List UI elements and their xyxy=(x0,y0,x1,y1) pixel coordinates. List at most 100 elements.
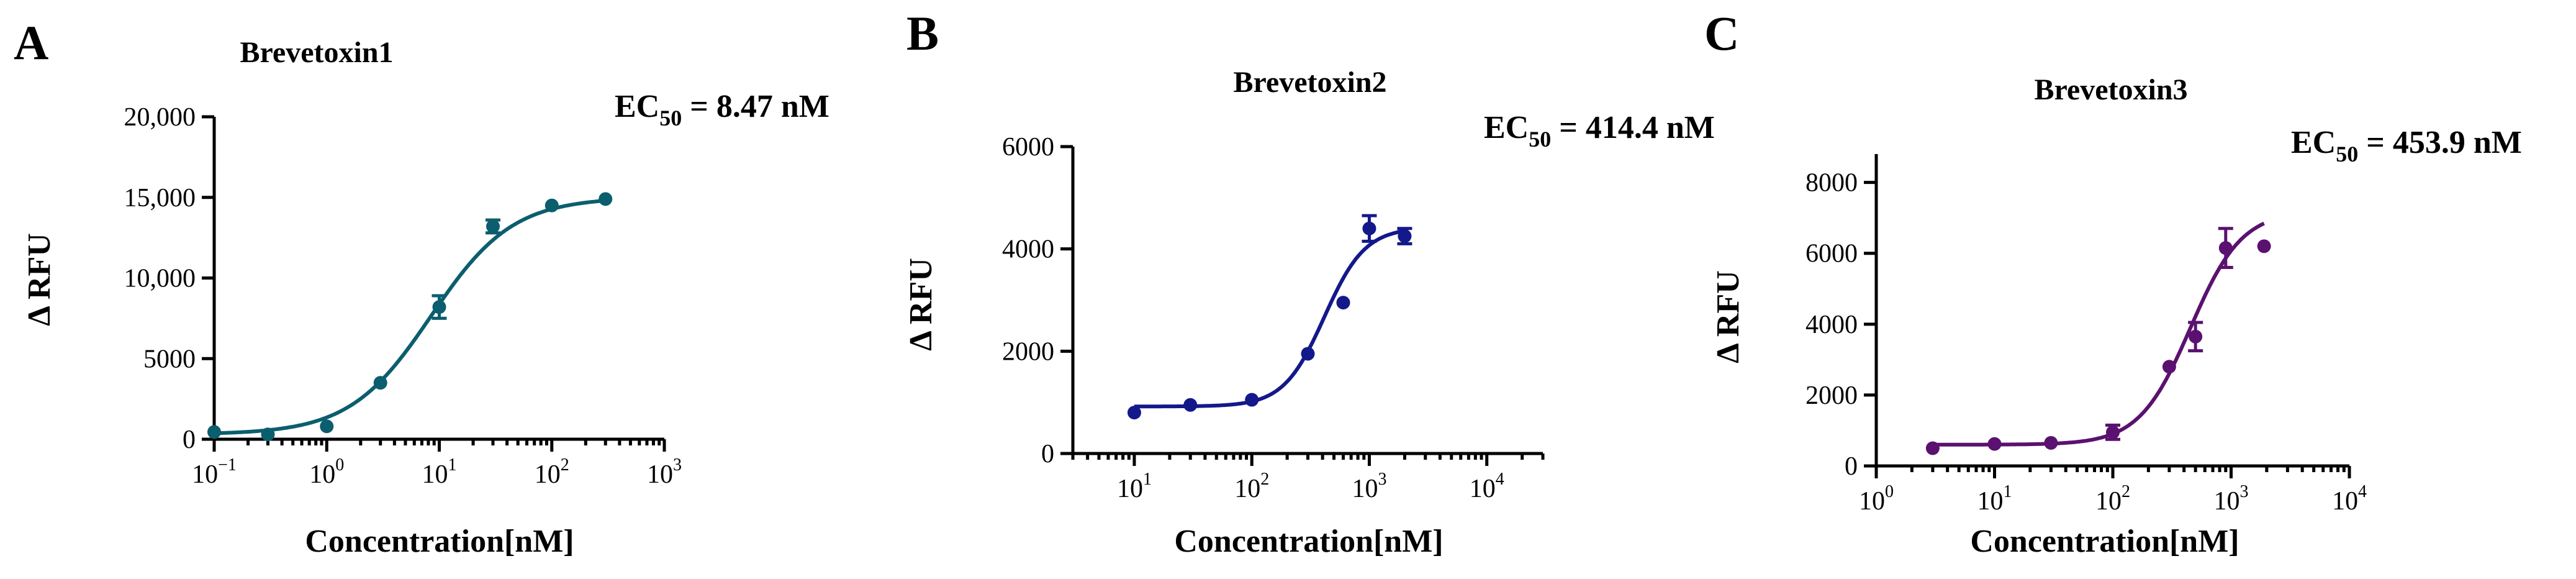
y-axis-label: Δ RFU xyxy=(22,233,57,326)
x-tick-exponent: 3 xyxy=(2240,482,2249,501)
y-tick-label: 6000 xyxy=(1805,240,1858,268)
x-tick-exponent: 4 xyxy=(1496,470,1504,489)
x-tick-base: 10 xyxy=(192,460,218,489)
data-point xyxy=(1127,406,1141,420)
x-tick-label: 101 xyxy=(422,455,457,489)
x-tick-base: 10 xyxy=(647,460,673,489)
data-point xyxy=(545,198,559,212)
x-tick-base: 10 xyxy=(309,460,335,489)
x-tick-label: 101 xyxy=(1117,470,1152,503)
data-point xyxy=(1398,229,1412,244)
y-tick-label: 0 xyxy=(1041,440,1054,468)
ec50-value: = 8.47 nM xyxy=(682,89,829,124)
x-tick-exponent: 2 xyxy=(1260,470,1269,489)
x-tick-exponent: 1 xyxy=(1143,470,1152,489)
chart-panel-a: A Brevetoxin1 EC50 = 8.47 nM 0 5000 10,000 15,… xyxy=(14,16,829,559)
x-tick-label: 100 xyxy=(1859,482,1894,516)
x-tick-label: 101 xyxy=(1977,482,2012,516)
data-point xyxy=(2218,241,2233,255)
x-tick-label: 103 xyxy=(2214,482,2249,516)
x-tick-base: 10 xyxy=(2095,487,2122,516)
data-point xyxy=(432,300,446,314)
data-point xyxy=(207,425,221,439)
chart-panel-c: C Brevetoxin3 EC50 = 453.9 nM 0 2000 4000 6000… xyxy=(1704,6,2522,559)
ec50-value: = 414.4 nM xyxy=(1551,110,1715,145)
x-tick-exponent: 1 xyxy=(448,455,457,475)
data-point xyxy=(599,192,613,206)
panel-letter: C xyxy=(1704,6,1739,60)
data-point xyxy=(261,427,275,442)
y-tick-label: 0 xyxy=(1845,452,1858,481)
x-tick-base: 10 xyxy=(535,460,561,489)
y-axis-label: Δ RFU xyxy=(1711,270,1746,363)
y-tick-label: 15,000 xyxy=(124,184,196,212)
fit-curve xyxy=(214,199,606,435)
x-axis-label: Concentration[nM] xyxy=(1174,524,1443,559)
x-tick-base: 10 xyxy=(1859,487,1885,516)
y-tick-label: 4000 xyxy=(1805,311,1858,339)
x-tick-label: 100 xyxy=(309,455,344,489)
fit-curve xyxy=(1932,221,2265,447)
ec50-label: EC xyxy=(2291,125,2336,160)
data-point xyxy=(1336,296,1350,310)
data-point xyxy=(1987,437,2002,451)
x-tick-base: 10 xyxy=(1470,475,1496,503)
ec50-subscript: 50 xyxy=(1529,127,1551,152)
y-tick-label: 2000 xyxy=(1805,381,1858,410)
chart-title: Brevetoxin2 xyxy=(1233,66,1386,99)
data-point xyxy=(2162,360,2176,374)
fit-curve xyxy=(1134,229,1405,409)
ec50-subscript: 50 xyxy=(2336,142,2358,166)
panel-letter: A xyxy=(14,16,48,70)
data-point xyxy=(1925,441,1940,455)
x-tick-exponent: 1 xyxy=(2004,482,2012,501)
x-tick-exponent: 2 xyxy=(2122,482,2130,501)
x-tick-label: 102 xyxy=(1234,470,1269,503)
x-axis-label: Concentration[nM] xyxy=(1970,524,2239,559)
ec50-value: = 453.9 nM xyxy=(2358,125,2522,160)
data-point xyxy=(486,219,500,234)
ec50-subscript: 50 xyxy=(659,106,682,130)
x-tick-base: 10 xyxy=(1977,487,2004,516)
data-point xyxy=(1362,221,1376,235)
data-point xyxy=(2257,239,2271,253)
data-point xyxy=(1245,393,1259,407)
data-point xyxy=(2189,329,2203,344)
x-tick-base: 10 xyxy=(1352,475,1378,503)
y-tick-label: 6000 xyxy=(1002,133,1054,162)
data-point xyxy=(373,376,387,390)
x-tick-label: 104 xyxy=(1470,470,1504,503)
ec50-annotation: EC50 = 414.4 nM xyxy=(1484,110,1715,152)
chart-panel-b: B Brevetoxin2 EC50 = 414.4 nM 0 2000 4000 6000… xyxy=(903,6,1715,559)
x-tick-base: 10 xyxy=(1117,475,1143,503)
data-point xyxy=(1183,398,1198,412)
ec50-label: EC xyxy=(615,89,659,124)
x-tick-exponent: 0 xyxy=(335,455,344,475)
data-point xyxy=(2044,435,2058,450)
y-tick-label: 20,000 xyxy=(124,103,196,132)
x-tick-label: 10−1 xyxy=(192,455,237,489)
y-tick-label: 0 xyxy=(183,426,196,454)
x-tick-exponent: 4 xyxy=(2358,482,2367,501)
y-tick-label: 4000 xyxy=(1002,235,1054,264)
x-axis-label: Concentration[nM] xyxy=(305,524,574,559)
y-tick-label: 5000 xyxy=(143,345,196,373)
data-point xyxy=(320,419,334,434)
ec50-annotation: EC50 = 453.9 nM xyxy=(2291,125,2522,166)
x-tick-exponent: 2 xyxy=(561,455,569,475)
y-tick-label: 8000 xyxy=(1805,169,1858,198)
x-tick-exponent: 0 xyxy=(1885,482,1894,501)
x-tick-label: 102 xyxy=(2095,482,2130,516)
y-axis-label: Δ RFU xyxy=(903,258,939,351)
x-tick-exponent: −1 xyxy=(218,455,237,475)
x-tick-label: 104 xyxy=(2332,482,2367,516)
y-tick-label: 10,000 xyxy=(124,265,196,293)
x-tick-label: 103 xyxy=(647,455,682,489)
y-tick-label: 2000 xyxy=(1002,337,1054,366)
ec50-annotation: EC50 = 8.47 nM xyxy=(615,89,829,130)
ec50-label: EC xyxy=(1484,110,1529,145)
x-tick-base: 10 xyxy=(422,460,448,489)
chart-title: Brevetoxin1 xyxy=(240,36,393,69)
x-tick-base: 10 xyxy=(2214,487,2240,516)
